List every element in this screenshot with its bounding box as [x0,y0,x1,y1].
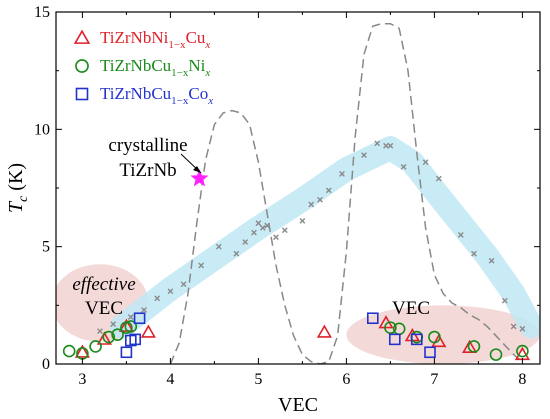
point-circle-3 [102,330,116,344]
x-tick-label-4: 4 [166,371,174,388]
point-x-23 [374,140,381,147]
dashed-curve-path [169,22,523,364]
point-x-13 [259,224,266,231]
point-x-17 [299,217,306,224]
trend-band-path [110,136,540,339]
point-circle-11 [467,340,481,353]
point-x-24 [383,142,389,149]
point-x-7 [198,262,205,269]
annotation-line1: crystalline [108,135,187,156]
crystalline-marker [190,168,209,187]
y-tick-label-15: 15 [34,4,50,21]
point-x-32 [501,297,508,304]
point-x-30 [471,250,477,257]
point-triangle-2 [118,318,134,332]
point-x-6 [180,281,187,288]
point-square-5 [388,333,401,346]
annotation-arrow-head [193,166,201,173]
legend: TiZrNbNi1−xCux TiZrNbCu1−xNix TiZrNbCu1−xC… [73,28,213,107]
point-x-14 [264,222,271,229]
point-circle-13 [516,344,529,358]
point-x-16 [281,227,288,234]
point-circle-0 [62,344,76,358]
crystalline-star-marker [190,168,209,187]
point-circle-4 [111,328,124,341]
x-tick-label-6: 6 [342,371,350,388]
y-axis-label: Tc (K) [5,163,31,213]
legend-marker-square [75,87,89,101]
point-x-26 [400,163,407,170]
point-x-21 [339,171,345,177]
point-x-28 [435,175,442,182]
legend-label-0: TiZrNbNi1−xCux [100,28,210,51]
point-x-10 [242,239,249,245]
point-x-11 [251,229,257,236]
legend-marker-triangle [73,29,91,44]
point-x-29 [457,232,464,238]
point-triangle-7 [431,333,447,348]
point-square-2 [129,333,141,346]
x-tick-label-8: 8 [518,371,526,388]
point-x-2 [127,314,134,320]
axis-ticks: 3 4 5 6 7 8 0 5 10 15 [34,4,540,388]
point-x-9 [233,250,240,257]
highlight-regions [56,264,540,364]
data-marks [62,140,530,361]
annotation-line2: TiZrNb [119,160,176,181]
point-circle-2 [89,340,102,353]
point-x-12 [255,220,262,227]
legend-label-2: TiZrNbCu1−xCox [100,84,213,107]
legend-label-1: TiZrNbCu1−xNix [100,56,210,79]
point-square-6 [410,333,423,346]
point-x-18 [308,201,315,208]
point-square-0 [120,346,133,359]
x-tick-label-7: 7 [430,371,438,388]
point-x-0 [97,328,103,335]
point-circle-10 [428,330,441,344]
point-x-15 [273,234,279,241]
y-tick-label-5: 5 [42,239,50,256]
region-label-effective: effective VEC [72,274,135,319]
y-tick-label-10: 10 [34,121,50,138]
point-x-19 [317,196,323,203]
region-label-effective-line1: effective [72,274,135,295]
point-x-33 [510,323,517,330]
point-x-20 [325,187,332,194]
point-x-1 [110,321,117,328]
point-x-27 [422,159,429,166]
point-circle-6 [124,320,138,333]
point-x-22 [361,152,367,159]
point-x-25 [387,142,394,149]
point-circle-12 [489,348,503,361]
point-x-5 [167,288,174,295]
dashed-curve [169,22,523,364]
region-label-effective-line2: VEC [85,298,123,319]
region-label-vec: VEC [392,298,430,319]
region-ellipse-1 [346,305,540,364]
x-tick-label-3: 3 [78,371,86,388]
point-triangle-8 [462,339,478,354]
point-triangle-0 [74,344,90,358]
point-x-34 [519,325,526,332]
point-triangle-4 [316,324,332,338]
point-square-3 [133,312,146,325]
x-axis-label: VEC [278,394,318,416]
point-x-31 [488,257,495,264]
point-x-8 [215,243,222,250]
point-square-7 [424,346,436,359]
annotation-crystalline: crystalline TiZrNb [108,135,202,181]
x-tick-label-5: 5 [254,371,262,388]
point-circle-7 [384,321,397,334]
point-x-4 [154,295,161,302]
point-x-3 [141,307,147,313]
point-square-4 [366,312,379,325]
point-triangle-1 [96,331,112,345]
y-tick-label-0: 0 [42,356,50,373]
legend-marker-circle [75,59,89,73]
trend-band [110,136,540,339]
point-triangle-3 [140,324,156,338]
